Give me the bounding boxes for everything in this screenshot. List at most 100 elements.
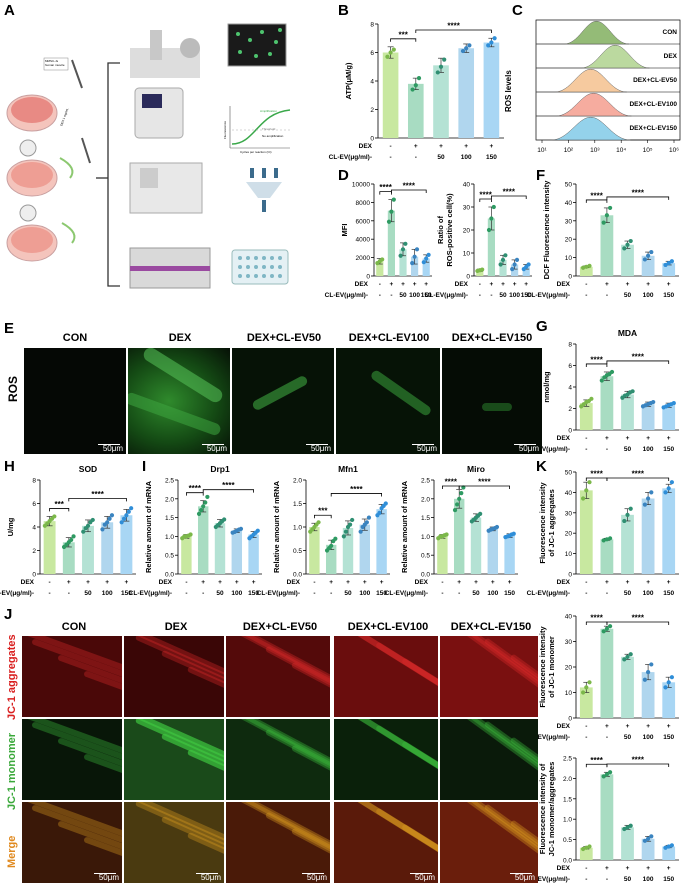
chart-d-mfi: MFI 0 2000 4000 6000 8000 10000 **** **** DEX CL-E… [325, 182, 432, 300]
dex-row-label: DEX [287, 579, 301, 586]
clev-condition: 100 [461, 154, 472, 161]
y-tick-label: 0 [568, 428, 572, 435]
y-tick-label: 40 [565, 614, 573, 621]
curve-xlabel: Cycles per reaction (Ct) [240, 150, 272, 154]
micro-e-ev150: 50μm [442, 348, 542, 454]
data-point [503, 253, 508, 258]
dex-condition: - [185, 579, 187, 586]
y-tick-label: 0 [370, 136, 374, 143]
clev-condition: 50 [399, 292, 407, 299]
bar [43, 521, 56, 574]
y-tick-label: 20 [565, 531, 573, 538]
bar [522, 266, 530, 276]
data-point [599, 378, 604, 383]
data-point [642, 677, 647, 682]
data-point [457, 496, 462, 501]
y-axis-label: ROS-positive cell(%) [445, 193, 454, 267]
bar [382, 52, 399, 138]
significance-bracket [390, 38, 417, 42]
y-tick-label: 6 [32, 501, 36, 508]
bar [600, 774, 614, 860]
panel-label-f: F [536, 167, 546, 184]
culture-dish-3 [6, 224, 58, 262]
curve-label-amplification: Amplification [260, 109, 278, 113]
data-point [413, 83, 418, 88]
clev-condition: - [415, 154, 417, 161]
significance-bracket [491, 195, 527, 199]
clev-condition: 150 [486, 154, 497, 161]
significance-label: **** [632, 352, 645, 361]
data-point [646, 836, 651, 841]
panel-label-k: K [536, 458, 547, 475]
data-point [364, 520, 369, 525]
bar [82, 525, 94, 574]
panel-label-b: B [338, 2, 349, 19]
bar [407, 83, 424, 138]
y-axis-label: Fluorescence intensity [538, 626, 547, 708]
data-point [329, 543, 334, 548]
micro-j-title-ev50: DEX+CL-EV50 [242, 621, 318, 633]
dex-condition: + [626, 865, 630, 872]
clev-condition: - [330, 590, 332, 597]
significance-bracket [606, 477, 670, 481]
y-tick-label: 2.0 [421, 496, 430, 503]
bar [662, 682, 676, 718]
data-point [494, 524, 500, 530]
flow-x-tick-label: 10⁵ [643, 147, 653, 154]
data-point [119, 520, 124, 525]
y-tick-label: 30 [565, 218, 573, 225]
clev-row-label: CL-EV(μg/ml)- [527, 876, 570, 883]
micro-e-dex: 50μm [128, 348, 230, 454]
data-point [203, 500, 208, 505]
clev-condition: - [479, 292, 481, 299]
clev-condition: 150 [521, 292, 532, 299]
flow-cytometer-icon [129, 162, 203, 214]
data-point [608, 624, 613, 629]
data-point [107, 516, 112, 521]
dex-condition: + [605, 281, 609, 288]
clev-condition: 50 [344, 590, 352, 597]
clev-condition: 100 [643, 734, 654, 741]
significance-label: **** [447, 22, 460, 31]
data-point [500, 257, 506, 262]
clev-condition: 100 [487, 590, 498, 597]
flow-label: DEX+CL-EV100 [629, 101, 677, 108]
flow-histogram-curve [536, 116, 631, 141]
clev-condition: - [390, 292, 392, 299]
clev-condition: 100 [231, 590, 242, 597]
data-point [421, 260, 426, 265]
data-point [625, 825, 630, 830]
y-axis-label: U/mg [6, 517, 15, 536]
chart-k-aggregates: Fluorescence intensity of JC-1 aggregates… [527, 470, 679, 597]
data-point [460, 48, 466, 54]
data-point [604, 537, 609, 542]
significance-label: **** [590, 614, 603, 623]
data-point [316, 520, 321, 525]
micro-j-title-ev150: DEX+CL-EV150 [450, 621, 532, 633]
significance-label: *** [55, 500, 65, 509]
y-axis-label: of JC-1 aggregates [547, 489, 556, 557]
y-tick-label: 2.0 [293, 478, 302, 485]
bar [600, 628, 614, 718]
significance-bracket [379, 191, 392, 195]
y-axis-label: of JC-1 monomer [547, 636, 556, 698]
data-point [649, 490, 654, 495]
clev-condition: 50 [624, 734, 632, 741]
dex-row-label: DEX [557, 281, 571, 288]
data-point [105, 520, 110, 525]
dex-condition: + [218, 579, 222, 586]
clev-condition: - [458, 590, 460, 597]
dex-row-label: DEX [355, 281, 369, 288]
pcr-machine-icon [134, 87, 184, 139]
significance-bracket [606, 196, 670, 200]
bar [248, 534, 259, 574]
dex-condition: + [667, 865, 671, 872]
chart-i-miro: Miro Relative amount of mRNA 0.0 0.5 1.0 1.5 2… [385, 464, 518, 597]
data-point [622, 518, 627, 524]
data-point [642, 502, 647, 507]
clev-condition: 150 [663, 734, 674, 741]
clev-row-label: CL-EV(μg/ml)- [425, 292, 468, 299]
data-point [666, 844, 671, 849]
data-point [389, 209, 394, 214]
y-tick-label: 1.0 [563, 817, 572, 824]
